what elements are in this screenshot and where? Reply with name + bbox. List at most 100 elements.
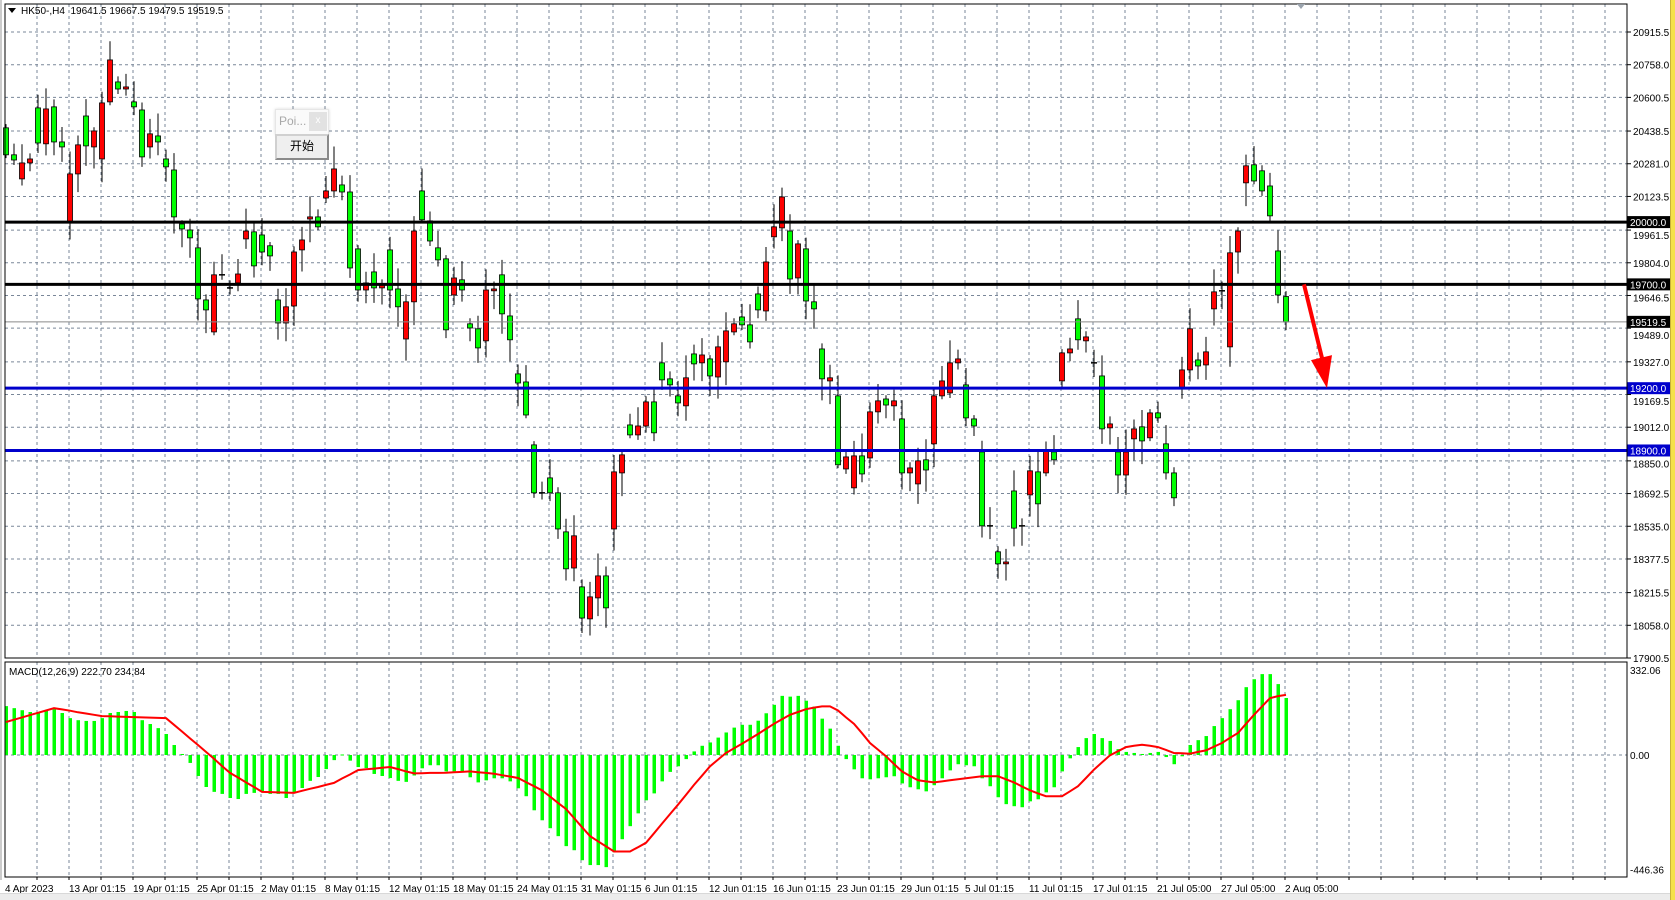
candle[interactable]: [1003, 548, 1009, 581]
candle[interactable]: [51, 99, 57, 156]
candle[interactable]: [1275, 230, 1281, 304]
candle[interactable]: [331, 146, 337, 198]
candle[interactable]: [699, 338, 705, 382]
start-button[interactable]: 开始: [275, 134, 329, 160]
candle[interactable]: [1219, 281, 1225, 310]
candle[interactable]: [179, 220, 185, 248]
candle[interactable]: [411, 216, 417, 326]
candle[interactable]: [435, 231, 441, 267]
candle[interactable]: [1123, 429, 1129, 495]
candle[interactable]: [595, 553, 601, 617]
candle[interactable]: [155, 113, 161, 156]
candle[interactable]: [267, 242, 273, 271]
candle[interactable]: [1075, 300, 1081, 350]
candle[interactable]: [163, 149, 169, 182]
candle[interactable]: [795, 240, 801, 295]
candle[interactable]: [611, 455, 617, 551]
candle[interactable]: [339, 175, 345, 201]
candle[interactable]: [875, 384, 881, 424]
candle[interactable]: [307, 196, 313, 243]
candle[interactable]: [75, 135, 81, 193]
close-icon[interactable]: x: [309, 112, 327, 131]
candle[interactable]: [675, 380, 681, 417]
candle[interactable]: [819, 343, 825, 401]
candle[interactable]: [475, 315, 481, 363]
candle[interactable]: [443, 255, 449, 339]
candle[interactable]: [1179, 356, 1185, 399]
candle[interactable]: [27, 153, 33, 172]
candle[interactable]: [1195, 352, 1201, 380]
candle[interactable]: [1259, 165, 1265, 196]
candle[interactable]: [1035, 449, 1041, 528]
candle[interactable]: [779, 187, 785, 242]
candle[interactable]: [371, 253, 377, 303]
candle[interactable]: [1283, 291, 1289, 331]
candle[interactable]: [651, 388, 657, 442]
candle[interactable]: [835, 375, 841, 469]
candle[interactable]: [187, 218, 193, 258]
candle[interactable]: [1267, 172, 1273, 223]
candle[interactable]: [147, 118, 153, 159]
candle[interactable]: [979, 440, 985, 538]
candle[interactable]: [1011, 470, 1017, 547]
candle[interactable]: [523, 365, 529, 419]
candle[interactable]: [499, 259, 505, 334]
candle[interactable]: [507, 293, 513, 362]
candle[interactable]: [1171, 467, 1177, 507]
candle[interactable]: [1139, 409, 1145, 465]
candle[interactable]: [971, 415, 977, 436]
candle[interactable]: [107, 41, 113, 106]
candle[interactable]: [275, 288, 281, 340]
widget-header[interactable]: Poi... x: [275, 109, 329, 135]
candle[interactable]: [1115, 436, 1121, 494]
candle[interactable]: [1163, 425, 1169, 480]
candle[interactable]: [211, 261, 217, 336]
candle[interactable]: [571, 515, 577, 582]
candle[interactable]: [547, 459, 553, 502]
candle[interactable]: [171, 153, 177, 234]
candle[interactable]: [115, 76, 121, 94]
candle[interactable]: [939, 365, 945, 400]
candle[interactable]: [1211, 269, 1217, 326]
candle[interactable]: [83, 99, 89, 166]
candle[interactable]: [347, 175, 353, 278]
candle[interactable]: [123, 73, 129, 96]
candle[interactable]: [643, 396, 649, 433]
candle[interactable]: [259, 218, 265, 266]
candle[interactable]: [99, 91, 105, 183]
candle[interactable]: [251, 222, 257, 278]
candle[interactable]: [3, 124, 9, 159]
candle[interactable]: [1227, 235, 1233, 367]
candle[interactable]: [963, 368, 969, 427]
candle[interactable]: [395, 268, 401, 327]
candle[interactable]: [923, 439, 929, 492]
candle[interactable]: [299, 226, 305, 272]
candle[interactable]: [803, 237, 809, 320]
candle[interactable]: [867, 402, 873, 468]
candle[interactable]: [1059, 349, 1065, 388]
candle[interactable]: [59, 126, 65, 162]
candle[interactable]: [1043, 441, 1049, 477]
candle[interactable]: [43, 88, 49, 156]
candle[interactable]: [387, 236, 393, 309]
arrow-down-icon[interactable]: [1302, 283, 1332, 389]
candle[interactable]: [907, 462, 913, 492]
candle[interactable]: [787, 214, 793, 294]
candle[interactable]: [579, 579, 585, 633]
candle[interactable]: [931, 388, 937, 468]
candle[interactable]: [539, 481, 545, 500]
scroll-marker-icon[interactable]: [1297, 4, 1305, 9]
candle[interactable]: [323, 175, 329, 203]
candle[interactable]: [707, 355, 713, 396]
candle[interactable]: [19, 144, 25, 186]
candle[interactable]: [1155, 401, 1161, 423]
candle[interactable]: [355, 245, 361, 302]
candle[interactable]: [891, 389, 897, 421]
candle[interactable]: [755, 286, 761, 319]
candle[interactable]: [555, 487, 561, 539]
candle[interactable]: [227, 280, 233, 295]
candle[interactable]: [843, 449, 849, 474]
candle[interactable]: [195, 229, 201, 321]
candle[interactable]: [587, 581, 593, 636]
